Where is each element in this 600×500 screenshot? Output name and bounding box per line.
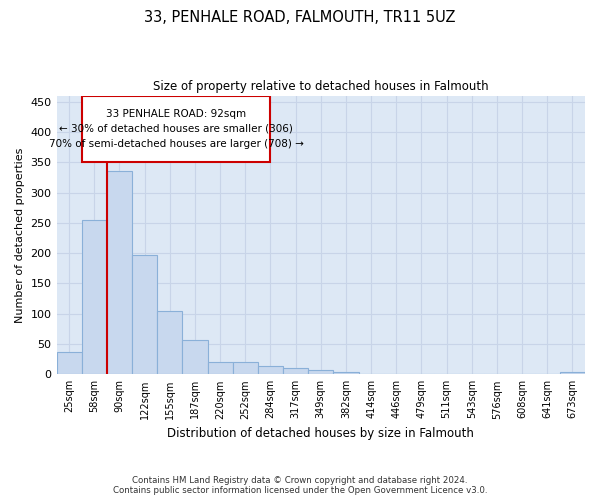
Bar	[258, 366, 283, 374]
FancyBboxPatch shape	[82, 96, 271, 162]
Y-axis label: Number of detached properties: Number of detached properties	[15, 147, 25, 322]
Bar	[107, 170, 132, 374]
Bar	[233, 362, 258, 374]
Bar	[182, 340, 208, 374]
Title: Size of property relative to detached houses in Falmouth: Size of property relative to detached ho…	[153, 80, 488, 93]
Text: 33 PENHALE ROAD: 92sqm
← 30% of detached houses are smaller (306)
70% of semi-de: 33 PENHALE ROAD: 92sqm ← 30% of detached…	[49, 109, 304, 148]
Bar	[82, 220, 107, 374]
Bar	[334, 372, 359, 374]
Bar	[283, 368, 308, 374]
Text: Contains HM Land Registry data © Crown copyright and database right 2024.
Contai: Contains HM Land Registry data © Crown c…	[113, 476, 487, 495]
Bar	[157, 310, 182, 374]
Bar	[560, 372, 585, 374]
Bar	[208, 362, 233, 374]
X-axis label: Distribution of detached houses by size in Falmouth: Distribution of detached houses by size …	[167, 427, 474, 440]
Bar	[132, 255, 157, 374]
Bar	[56, 352, 82, 374]
Bar	[308, 370, 334, 374]
Text: 33, PENHALE ROAD, FALMOUTH, TR11 5UZ: 33, PENHALE ROAD, FALMOUTH, TR11 5UZ	[144, 10, 456, 25]
